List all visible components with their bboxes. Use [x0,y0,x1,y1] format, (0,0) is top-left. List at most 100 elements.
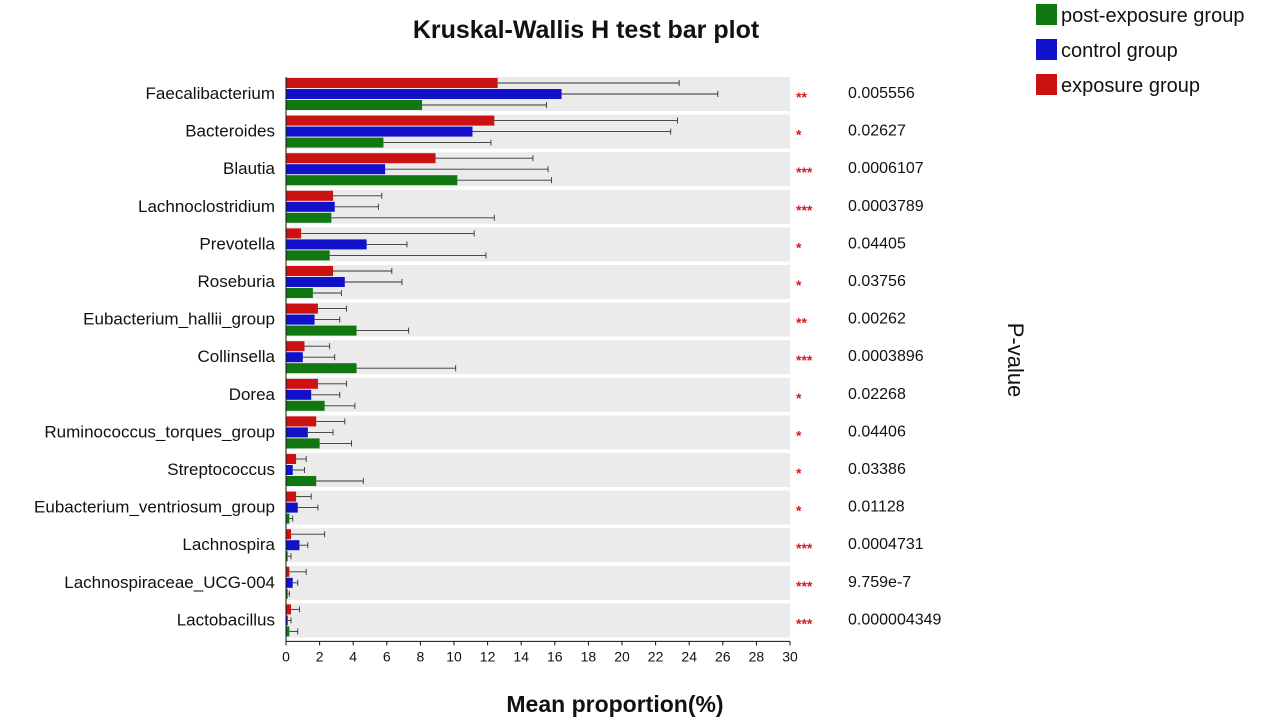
p-value-label: 0.02627 [848,123,906,140]
row-background [286,528,790,563]
p-value-label: 9.759e-7 [848,574,911,591]
significance-marker: * [796,127,802,143]
bar [286,551,288,562]
bar [286,577,293,588]
bar [286,175,458,186]
bar [286,529,292,540]
x-tick-label: 8 [417,648,425,664]
p-value-label: 0.02268 [848,386,906,403]
bar [286,454,297,464]
category-label: Faecalibacterium [146,84,275,103]
bar [286,89,562,99]
p-value-label: 0.03756 [848,273,906,290]
bar [286,314,315,325]
bar [286,540,300,551]
p-value-label: 0.000004349 [848,611,942,628]
significance-marker: * [796,427,802,443]
bar [286,513,290,524]
significance-marker: * [796,277,802,293]
legend-label: exposure group [1061,75,1200,97]
bar [286,190,334,201]
x-axis: 0 2 4 6 8 10 12 14 16 18 20 22 24 26 28 30 [282,77,798,664]
category-label: Lachnospiraceae_UCG-004 [64,573,275,592]
p-value-labels: 0.005556 0.02627 0.0006107 0.0003789 0.04405… [848,85,942,628]
bar [286,352,303,363]
bar [286,100,423,110]
bar [286,201,335,212]
significance-marker: *** [796,615,813,631]
significance-marker: *** [796,578,813,594]
bar [286,588,288,599]
p-value-label: 0.0003896 [848,348,924,365]
bar [286,626,290,637]
x-tick-label: 26 [715,648,731,664]
significance-marker: * [796,239,802,255]
p-value-label: 0.0003789 [848,198,924,215]
bar [286,250,330,261]
p-value-label: 0.01128 [848,499,905,516]
significance-marker: *** [796,202,813,218]
bar [286,389,312,400]
bar [286,78,498,88]
legend-swatch [1036,74,1057,95]
category-label: Lachnoclostridium [138,197,275,216]
legend-swatch [1036,4,1057,25]
significance-markers: ***************************** [796,89,813,631]
x-tick-label: 22 [648,648,664,664]
bar [286,363,357,374]
x-tick-label: 0 [282,648,290,664]
legend-label: control group [1061,40,1178,62]
bar [286,341,305,352]
x-tick-label: 12 [480,648,496,664]
bar [286,378,318,389]
row-background [286,603,790,638]
bar [286,325,357,336]
row-background [286,377,790,412]
bar [286,615,288,626]
category-label: Blautia [223,159,276,178]
bar [286,303,318,314]
bar [286,164,386,175]
bar [286,502,298,513]
x-tick-label: 20 [614,648,630,664]
category-label: Eubacterium_ventriosum_group [34,498,275,517]
bar [286,288,313,298]
bar [286,277,345,287]
x-tick-label: 10 [446,648,462,664]
category-label: Eubacterium_hallii_group [83,310,275,329]
bar [286,491,297,502]
significance-marker: *** [796,164,813,180]
significance-marker: *** [796,352,813,368]
category-label: Lactobacillus [177,610,275,629]
x-tick-label: 14 [513,648,529,664]
legend-swatch [1036,39,1057,60]
bar [286,137,384,148]
row-background [286,302,790,337]
significance-marker: *** [796,540,813,556]
x-tick-label: 18 [581,648,597,664]
category-label: Bacteroides [185,122,275,141]
bar [286,438,320,449]
row-background [286,340,790,375]
category-label: Collinsella [198,347,276,366]
x-tick-label: 4 [349,648,357,664]
significance-marker: * [796,503,802,519]
category-label: Streptococcus [167,460,275,479]
error-bars [287,80,719,635]
category-label: Lachnospira [182,535,275,554]
bar [286,400,325,411]
x-tick-label: 16 [547,648,563,664]
bar [286,566,290,577]
bar [286,266,334,276]
legend-label: post-exposure group [1061,5,1244,27]
significance-marker: ** [796,315,807,331]
bar-series [286,78,562,637]
bar [286,427,308,438]
p-value-label: 0.00262 [848,311,906,328]
x-tick-label: 2 [316,648,324,664]
p-value-label: 0.04406 [848,423,906,440]
bar [286,239,367,250]
significance-marker: * [796,390,802,406]
significance-marker: ** [796,89,807,105]
